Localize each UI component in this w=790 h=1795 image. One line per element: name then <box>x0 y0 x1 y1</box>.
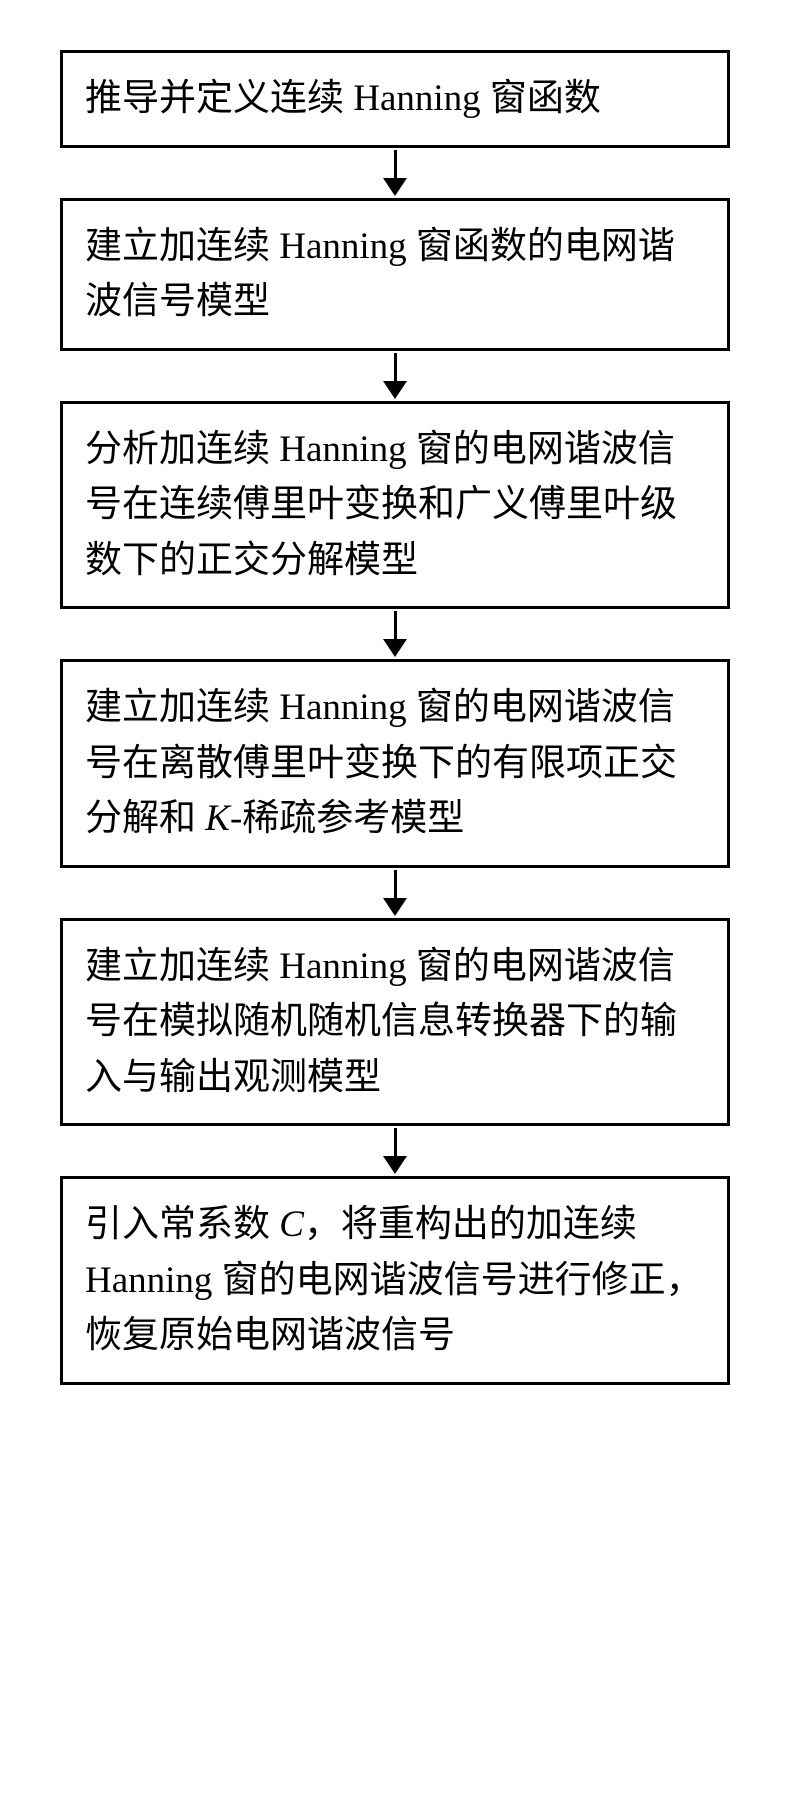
step-6-text: 引入常系数 C，将重构出的加连续 Hanning 窗的电网谐波信号进行修正，恢复… <box>85 1204 703 1356</box>
step-2-box: 建立加连续 Hanning 窗函数的电网谐波信号模型 <box>60 198 730 351</box>
arrow-head <box>383 898 407 916</box>
arrow-head <box>383 381 407 399</box>
arrow-line <box>394 611 397 639</box>
arrow-line <box>394 870 397 898</box>
arrow-1 <box>383 148 407 198</box>
arrow-4 <box>383 868 407 918</box>
arrow-line <box>394 1128 397 1156</box>
step-6-box: 引入常系数 C，将重构出的加连续 Hanning 窗的电网谐波信号进行修正，恢复… <box>60 1176 730 1385</box>
step-4-text: 建立加连续 Hanning 窗的电网谐波信号在离散傅里叶变换下的有限项正交分解和… <box>85 687 677 839</box>
step-1-box: 推导并定义连续 Hanning 窗函数 <box>60 50 730 148</box>
arrow-head <box>383 639 407 657</box>
arrow-5 <box>383 1126 407 1176</box>
arrow-head <box>383 1156 407 1174</box>
step-5-box: 建立加连续 Hanning 窗的电网谐波信号在模拟随机随机信息转换器下的输入与输… <box>60 918 730 1127</box>
arrow-line <box>394 353 397 381</box>
step-3-box: 分析加连续 Hanning 窗的电网谐波信号在连续傅里叶变换和广义傅里叶级数下的… <box>60 401 730 610</box>
step-2-text: 建立加连续 Hanning 窗函数的电网谐波信号模型 <box>85 226 675 323</box>
arrow-2 <box>383 351 407 401</box>
arrow-3 <box>383 609 407 659</box>
arrow-head <box>383 178 407 196</box>
step-4-box: 建立加连续 Hanning 窗的电网谐波信号在离散傅里叶变换下的有限项正交分解和… <box>60 659 730 868</box>
step-5-text: 建立加连续 Hanning 窗的电网谐波信号在模拟随机随机信息转换器下的输入与输… <box>85 946 677 1098</box>
step-3-text: 分析加连续 Hanning 窗的电网谐波信号在连续傅里叶变换和广义傅里叶级数下的… <box>85 429 677 581</box>
arrow-line <box>394 150 397 178</box>
step-1-text: 推导并定义连续 Hanning 窗函数 <box>85 78 601 119</box>
flowchart-container: 推导并定义连续 Hanning 窗函数 建立加连续 Hanning 窗函数的电网… <box>60 50 730 1385</box>
